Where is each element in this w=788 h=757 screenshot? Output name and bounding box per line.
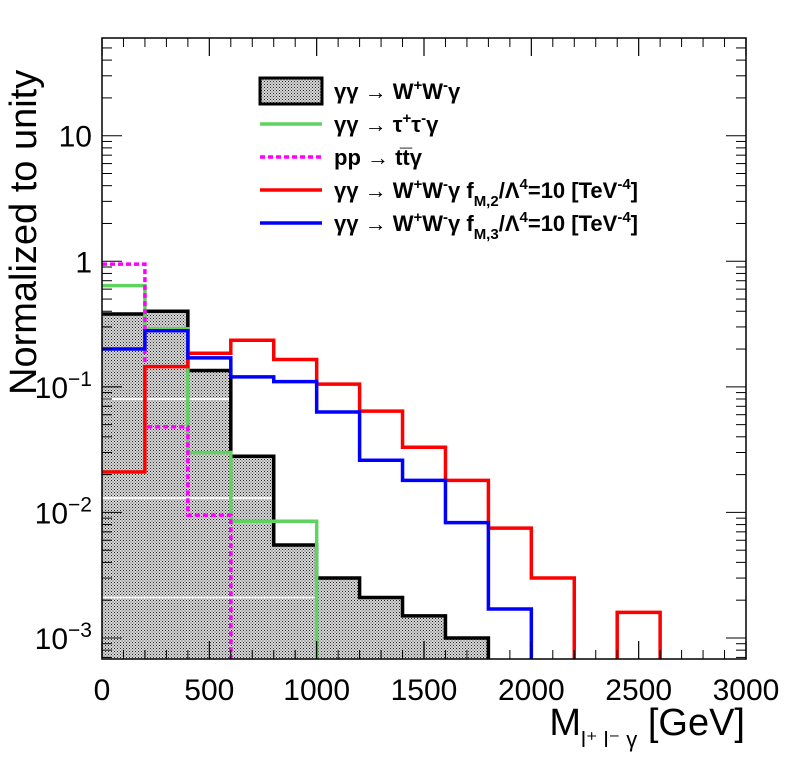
y-tick-label: 10−3: [35, 619, 92, 656]
bar-ww-gamma: [273, 545, 317, 659]
legend-label-4: γγ → W+W-γ fM,3/Λ4=10 [TeV-4]: [334, 209, 638, 243]
legend-label-2: pp → tt̅γ: [334, 145, 423, 170]
bar-ww-gamma: [187, 370, 231, 659]
legend-swatch-0: [258, 76, 324, 106]
y-tick-label: 10−2: [35, 493, 92, 530]
x-tick-label: 2000: [498, 674, 565, 707]
axis-ticks: [101, 37, 747, 659]
bar-ww-gamma: [144, 311, 188, 659]
x-tick-label: 2500: [605, 674, 672, 707]
x-tick-label: 0: [94, 674, 111, 707]
series-line-2: [102, 262, 233, 659]
bar-ww-gamma: [230, 456, 274, 659]
bar-ww-gamma: [316, 578, 360, 659]
plot-area: [102, 311, 489, 659]
series-line-4: [102, 328, 534, 659]
x-tick-label: 500: [184, 674, 234, 707]
x-tick-label: 1500: [391, 674, 458, 707]
bar-ww-gamma: [102, 314, 145, 659]
y-axis-title: Normalized to unity: [3, 70, 45, 395]
series-line-3: [102, 338, 662, 659]
x-axis-title: Ml⁺ l⁻ γ [GeV]: [549, 702, 745, 752]
x-tick-label: 1000: [283, 674, 350, 707]
legend: γγ → W+W-γ γγ → τ+τ-γ pp → tt̅γ γγ → W+W-γ …: [258, 76, 638, 243]
y-tick-label: 10−1: [35, 368, 92, 405]
x-tick-label: 3000: [713, 674, 780, 707]
bar-ww-gamma: [359, 597, 403, 659]
bar-ww-gamma: [445, 637, 489, 659]
y-tick-label: 10: [59, 121, 92, 154]
legend-label-1: γγ → τ+τ-γ: [334, 110, 439, 137]
legend-label-3: γγ → W+W-γ fM,2/Λ4=10 [TeV-4]: [334, 176, 638, 210]
series-lines: [102, 262, 662, 659]
legend-label-0: γγ → W+W-γ: [334, 77, 461, 104]
y-tick-label: 1: [75, 246, 92, 279]
axis-labels: 0 500 1000 1500 2000 2500 3000 10−3 10−2 10−1 1 10 N…: [3, 70, 779, 752]
